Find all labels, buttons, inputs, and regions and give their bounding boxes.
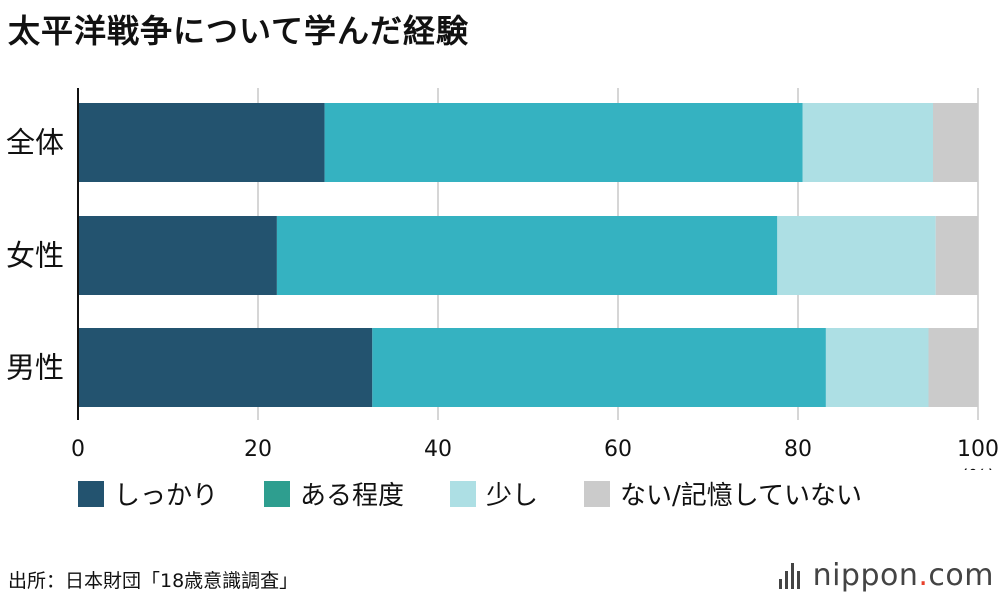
legend-item-3: ない/記憶していない: [584, 475, 862, 512]
x-tick-label-0: 0: [71, 437, 85, 462]
bar-0-1: [324, 103, 803, 182]
bar-0-0: [78, 103, 325, 182]
bar-1-1: [276, 216, 778, 295]
category-label-1: 女性: [6, 239, 64, 273]
bar-1-0: [78, 216, 277, 295]
bar-1-3: [935, 216, 978, 295]
legend-label-1: ある程度: [300, 481, 405, 511]
x-tick-label-4: 80: [784, 437, 812, 462]
legend: しっかり ある程度 少し ない/記憶していない: [78, 475, 908, 512]
legend-item-0: しっかり: [78, 475, 218, 512]
chart-title: 太平洋戦争について学んだ経験: [8, 12, 470, 50]
legend-item-2: 少し: [450, 475, 538, 512]
bar-2-0: [78, 328, 373, 407]
bar-0-3: [933, 103, 978, 182]
x-tick-label-5: 100: [957, 437, 999, 462]
x-unit-label: (%): [961, 465, 996, 470]
legend-swatch-0: [78, 480, 104, 507]
legend-label-0: しっかり: [114, 481, 219, 511]
category-label-2: 男性: [6, 351, 64, 385]
logo-text: nippon: [812, 558, 919, 593]
bar-2-2: [825, 328, 929, 407]
bar-0-2: [802, 103, 933, 182]
category-label-0: 全体: [6, 126, 64, 160]
legend-swatch-1: [264, 480, 291, 507]
source-note: 出所：日本財団「18歳意識調査」: [8, 570, 299, 592]
x-tick-label-2: 40: [424, 437, 452, 462]
nippon-logo[interactable]: nippon. com: [778, 558, 994, 593]
x-tick-label-1: 20: [244, 437, 272, 462]
bar-2-1: [372, 328, 826, 407]
legend-item-1: ある程度: [264, 475, 404, 512]
logo-bars-icon: [778, 562, 803, 589]
legend-label-2: 少し: [486, 481, 539, 511]
logo-suffix: com: [928, 558, 994, 593]
logo-dot: .: [918, 558, 929, 593]
bar-1-2: [777, 216, 936, 295]
legend-swatch-2: [450, 480, 477, 507]
x-tick-label-3: 60: [604, 437, 632, 462]
legend-swatch-3: [584, 480, 611, 507]
bar-2-3: [928, 328, 978, 407]
legend-label-3: ない/記憶していない: [620, 481, 863, 511]
